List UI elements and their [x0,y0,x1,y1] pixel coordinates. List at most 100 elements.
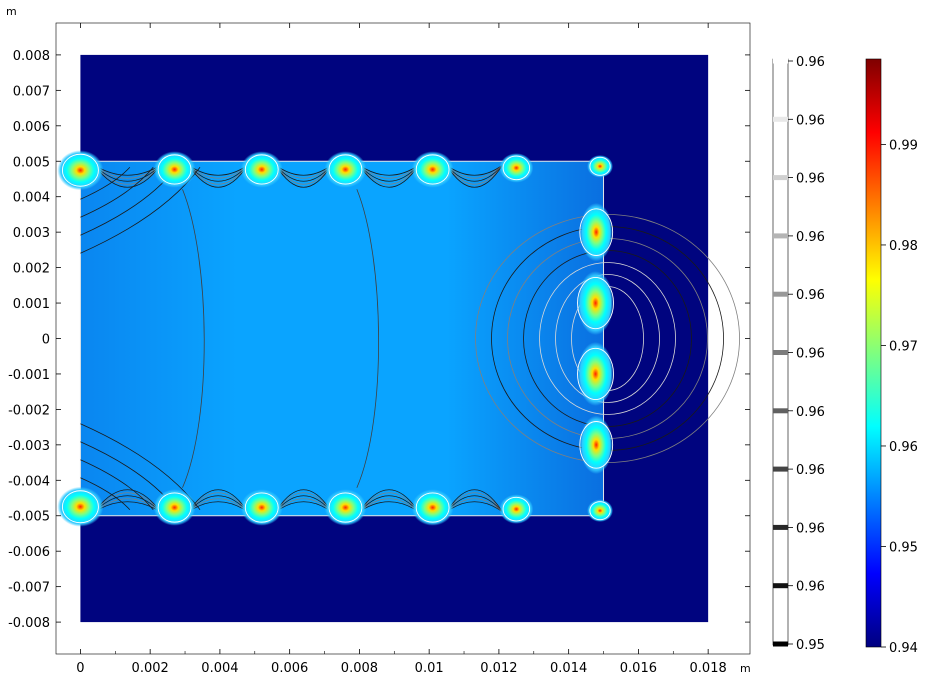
contour-line [94,495,503,513]
hotspot-contour [244,492,279,523]
contour-line [539,262,676,415]
contour-legend-label: 0.95 [796,638,825,653]
x-tick-label: 0.008 [341,661,378,676]
y-axis-unit: m [6,5,17,18]
contour-line [80,477,131,511]
hotspot [153,489,196,526]
contour-legend-swatch [773,408,788,414]
x-tick-label: 0.018 [690,661,727,676]
hotspot-contour [415,154,450,185]
contour-legend-swatch [773,58,788,64]
contour-legend-swatch [773,116,788,122]
y-tick-label: -0.004 [8,474,50,489]
hotspot-contour [502,496,531,522]
contour-legend-label: 0.96 [796,347,825,362]
hotspot-contour [579,421,614,469]
y-tick-label: -0.003 [8,439,50,454]
contour-line [94,492,503,513]
x-tick-label: 0.004 [201,661,238,676]
contour-legend-swatch [773,291,788,297]
color-scale-bar [865,58,882,648]
hotspot [57,150,104,191]
contour-legend-label: 0.96 [796,521,825,536]
hotspot-contour [244,154,279,185]
y-tick-label: 0 [42,333,50,348]
contour-line [94,164,503,179]
contour-line [94,489,503,512]
y-tick-label: 0.007 [13,84,50,99]
x-tick-label: 0 [76,661,84,676]
color-scale-label: 0.96 [889,440,918,455]
color-scale-label: 0.99 [889,138,918,153]
contour-legend-swatch [773,233,788,239]
contour-legend-swatch [773,466,788,472]
x-tick-label: 0.01 [415,661,444,676]
hotspot-contour [61,153,99,187]
y-axis: 0.008 0.007 0.006 0.005 0.004 0.003 0.002 0.001… [8,49,750,631]
contour-legend-swatch [773,350,788,355]
color-scale-label: 0.97 [889,339,918,354]
hotspot [411,151,454,188]
contour-legend-swatch [773,583,788,589]
y-tick-label: -0.006 [8,545,50,560]
hotspot [579,415,613,475]
contour-line [94,164,503,182]
x-axis: 0 0.002 0.004 0.006 0.008 0.01 0.012 0.014 0.016… [76,23,727,676]
hotspot-contour [579,208,614,256]
y-tick-label: -0.001 [8,368,50,383]
hotspot-contour [157,154,192,185]
hotspot [324,151,367,188]
inner-domain [79,160,605,517]
y-tick-label: -0.007 [8,581,50,596]
contour-line [80,459,154,510]
hotspot [411,489,454,526]
y-tick-label: -0.005 [8,510,50,525]
contour-line [356,189,379,488]
contour-line [182,189,205,488]
color-scale-label: 0.95 [889,540,918,555]
contour-legend-swatch [773,524,788,530]
hotspot-contour [328,492,363,523]
hotspot [577,271,614,336]
contour-line [94,164,503,185]
contour-legend-label: 0.96 [796,463,825,478]
contour-line [555,274,660,403]
contour-legend-label: 0.96 [796,288,825,303]
x-tick-label: 0.016 [620,661,657,676]
color-scale-label: 0.98 [889,239,918,254]
hotspot [324,489,367,526]
hotspot [499,494,534,524]
contour-legend-swatch [773,641,788,647]
hotspot-contour [589,156,611,176]
contour-legend: 0.96 0.96 0.96 0.96 0.96 0.96 0.96 0.96 0.96 0.96… [772,55,825,653]
x-axis-unit: m [740,662,751,675]
y-tick-label: 0.004 [13,191,50,206]
y-tick-label: 0.003 [13,226,50,241]
hotspot-contour [415,492,450,523]
contour-line [94,501,503,513]
y-tick-label: 0.002 [13,262,50,277]
y-tick-label: -0.002 [8,403,50,418]
x-tick-label: 0.014 [550,661,587,676]
y-tick-label: 0.001 [13,297,50,312]
hotspot [587,499,613,522]
y-tick-label: 0.005 [13,155,50,170]
contour-legend-label: 0.96 [796,113,825,128]
hotspot [587,155,613,178]
y-tick-label: -0.008 [8,616,50,631]
contour-legend-label: 0.96 [796,405,825,420]
hotspot-contour [589,501,611,521]
hotspot-contour [328,154,363,185]
hotspot [577,341,614,406]
y-tick-label: 0.008 [13,49,50,64]
contour-line [80,166,131,200]
hotspots [57,150,614,527]
hotspot-contour [502,155,531,181]
color-scale-label: 0.94 [889,641,918,656]
contour-line [80,167,154,218]
contour-line [94,165,503,188]
hotspot [240,489,283,526]
hotspot [153,151,196,188]
hotspot [499,153,534,183]
